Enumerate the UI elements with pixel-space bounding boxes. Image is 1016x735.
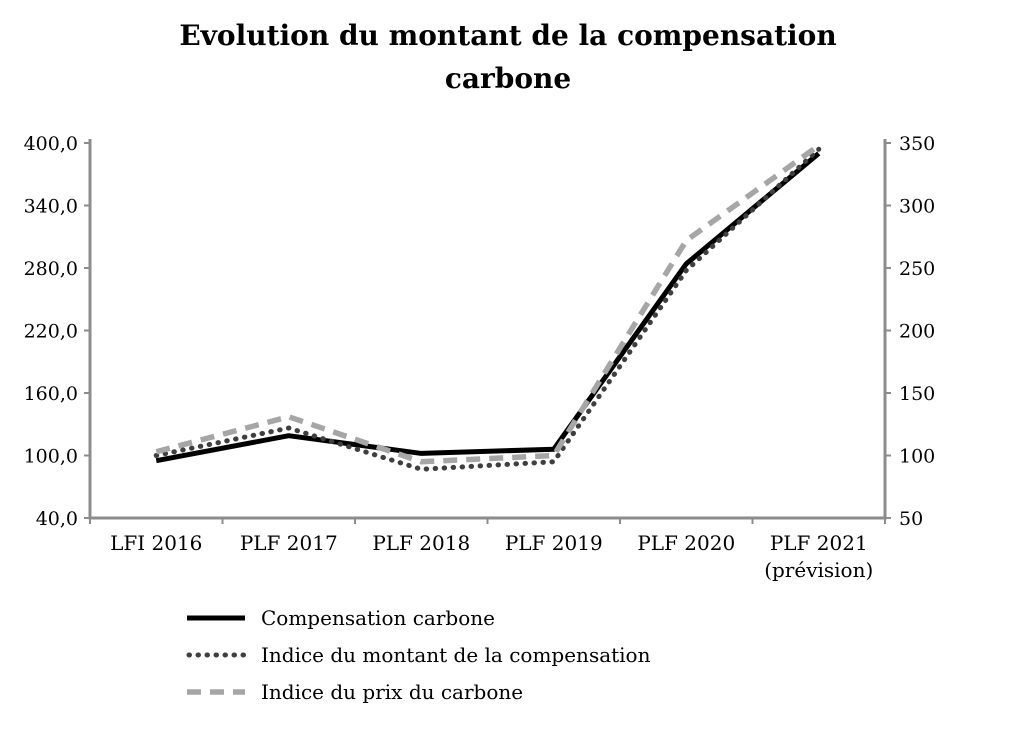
right-axis-tick-label: 350 <box>899 133 935 155</box>
x-axis-category-label: LFI 2016 <box>110 531 202 555</box>
legend-item-indice-prix: Indice du prix du carbone <box>185 673 650 710</box>
series-line-2 <box>155 143 821 465</box>
right-axis-tick-label: 300 <box>899 196 935 218</box>
left-axis-tick-label: 340,0 <box>24 196 78 218</box>
right-axis-tick-label: 100 <box>899 446 935 468</box>
dotted-line-sample-icon <box>186 652 247 657</box>
left-axis-tick-label: 220,0 <box>24 321 78 343</box>
series-line-1 <box>153 146 822 472</box>
left-axis-tick-label: 280,0 <box>24 258 78 280</box>
x-axis-category-label: PLF 2020 <box>637 531 735 555</box>
left-axis-tick-label: 160,0 <box>24 383 78 405</box>
legend: Compensation carbone Indice du montant d… <box>185 599 650 710</box>
x-axis-category-label: PLF 2018 <box>372 531 470 555</box>
x-axis-category-label: PLF 2021 (prévision) <box>764 531 873 582</box>
left-axis-tick-label: 40,0 <box>36 508 78 530</box>
right-axis-tick-label: 150 <box>899 383 935 405</box>
left-axis-tick-label: 400,0 <box>24 133 78 155</box>
legend-item-indice-montant: Indice du montant de la compensation <box>185 636 650 673</box>
dashed-line-sample-icon <box>187 688 245 695</box>
legend-label: Compensation carbone <box>261 605 495 630</box>
x-axis-category-label: PLF 2019 <box>505 531 603 555</box>
legend-label: Indice du prix du carbone <box>261 679 524 704</box>
left-axis-tick-label: 100,0 <box>24 446 78 468</box>
series-line-0 <box>155 151 821 464</box>
solid-line-sample-icon <box>187 615 245 620</box>
x-axis-category-label: PLF 2017 <box>240 531 338 555</box>
chart-title: Evolution du montant de la compensation … <box>179 19 837 96</box>
right-axis-tick-label: 50 <box>899 508 923 530</box>
legend-item-compensation: Compensation carbone <box>185 599 650 636</box>
right-axis-tick-label: 250 <box>899 258 935 280</box>
legend-label: Indice du montant de la compensation <box>261 642 651 667</box>
plot-area: 400,0 340,0 280,0 220,0 160,0 100,0 40,0 350 300… <box>0 125 1016 595</box>
line-chart: 400,0 340,0 280,0 220,0 160,0 100,0 40,0 350 300… <box>24 133 936 582</box>
right-axis-tick-label: 200 <box>899 321 935 343</box>
